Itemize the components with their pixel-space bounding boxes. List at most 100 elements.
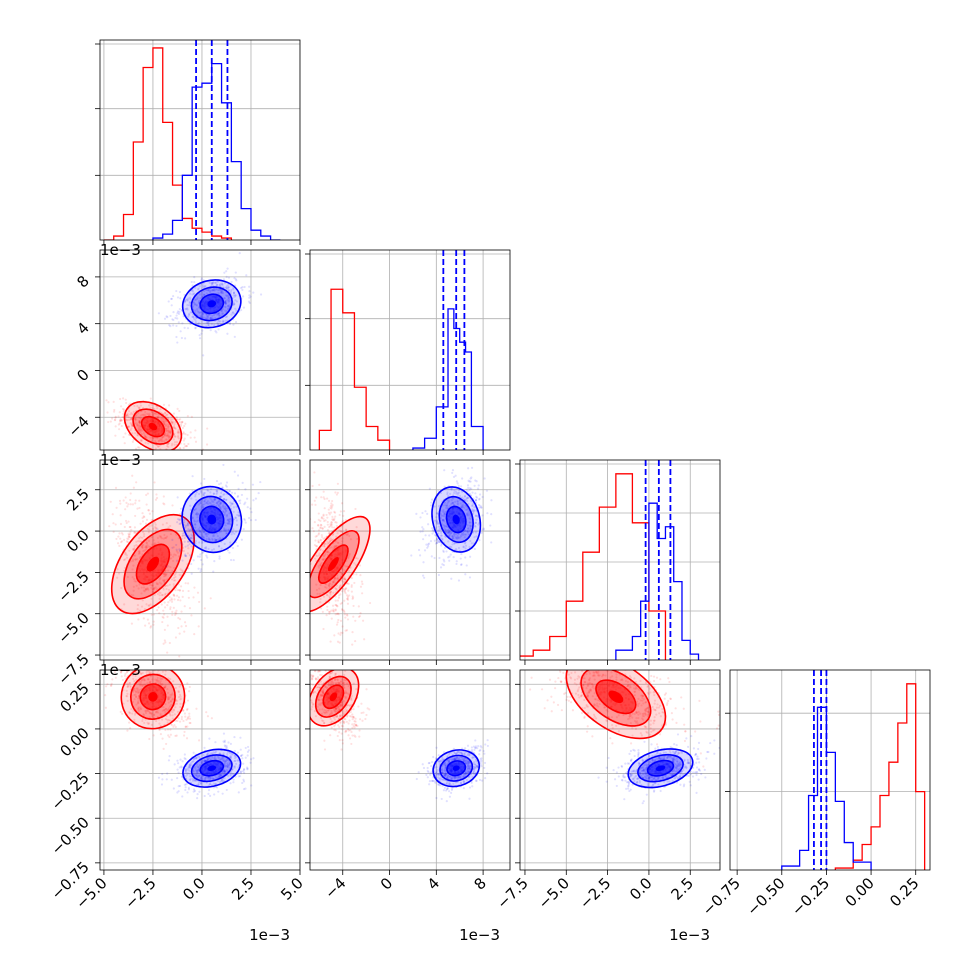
sample-point [168,736,170,738]
sample-point [126,522,128,524]
sample-point [242,779,244,781]
sample-point [130,503,132,505]
sample-point [141,645,143,647]
sample-point [344,616,346,618]
sample-point [148,622,150,624]
sample-point [184,789,186,791]
sample-point [200,333,202,335]
sample-point [475,496,477,498]
sample-point [321,536,323,538]
sample-point [161,621,163,623]
sample-point [177,617,179,619]
sample-point [113,409,115,411]
sample-point [422,530,424,532]
sample-point [245,522,247,524]
sample-point [419,516,421,518]
sample-point [177,627,179,629]
sample-point [184,541,186,543]
sample-point [311,485,313,487]
sample-point [190,563,192,565]
sample-point [177,496,179,498]
sample-point [151,614,153,616]
sample-point [129,536,131,538]
sample-point [478,539,480,541]
sample-point [323,496,325,498]
sample-point [206,427,208,429]
sample-point [422,528,424,530]
sample-point [343,611,345,613]
sample-point [193,276,195,278]
sample-point [184,605,186,607]
sample-point [182,432,184,434]
sample-point [192,475,194,477]
sample-point [237,474,239,476]
sample-point [307,524,309,526]
sample-point [163,643,165,645]
sample-point [165,315,167,317]
sample-point [324,526,326,528]
sample-point [190,431,192,433]
sample-point [315,535,317,537]
sample-point [445,550,447,552]
sample-point [321,534,323,536]
sample-point [150,397,152,399]
sample-point [181,718,183,720]
sample-point [474,492,476,494]
sample-point [195,708,197,710]
sample-point [344,588,346,590]
sample-point [337,483,339,485]
sample-point [226,789,228,791]
sample-point [226,486,228,488]
sample-point [223,272,225,274]
sample-point [328,613,330,615]
sample-point [250,784,252,786]
sample-point [332,610,334,612]
sample-point [125,520,127,522]
sample-point [149,664,151,666]
sample-point [355,573,357,575]
sample-point [171,304,173,306]
histogram-red [517,474,666,660]
sample-point [255,519,257,521]
sample-point [188,713,190,715]
sample-point [172,726,174,728]
sample-point [114,435,116,437]
sample-point [189,722,191,724]
sample-point [319,520,321,522]
sample-point [322,628,324,630]
sample-point [249,507,251,509]
sample-point [179,633,181,635]
sample-point [133,487,135,489]
sample-point [184,337,186,339]
sample-point [123,499,125,501]
sample-point [354,640,356,642]
sample-point [107,421,109,423]
sample-point [339,642,341,644]
sample-point [477,487,479,489]
sample-point [440,544,442,546]
sample-point [474,479,476,481]
sample-point [211,717,213,719]
sample-point [354,508,356,510]
sample-point [132,441,134,443]
sample-point [135,499,137,501]
sample-point [212,570,214,572]
sample-point [341,590,343,592]
sample-point [158,612,160,614]
sample-point [131,623,133,625]
sample-point [115,487,117,489]
sample-point [147,509,149,511]
sample-point [455,475,457,477]
sample-point [185,786,187,788]
sample-point [190,545,192,547]
sample-point [427,523,429,525]
sample-point [250,519,252,521]
sample-point [193,752,195,754]
sample-point [358,616,360,618]
sample-point [241,757,243,759]
sample-point [468,489,470,491]
sample-point [330,610,332,612]
sample-point [341,602,343,604]
sample-point [171,539,173,541]
sample-point [134,502,136,504]
